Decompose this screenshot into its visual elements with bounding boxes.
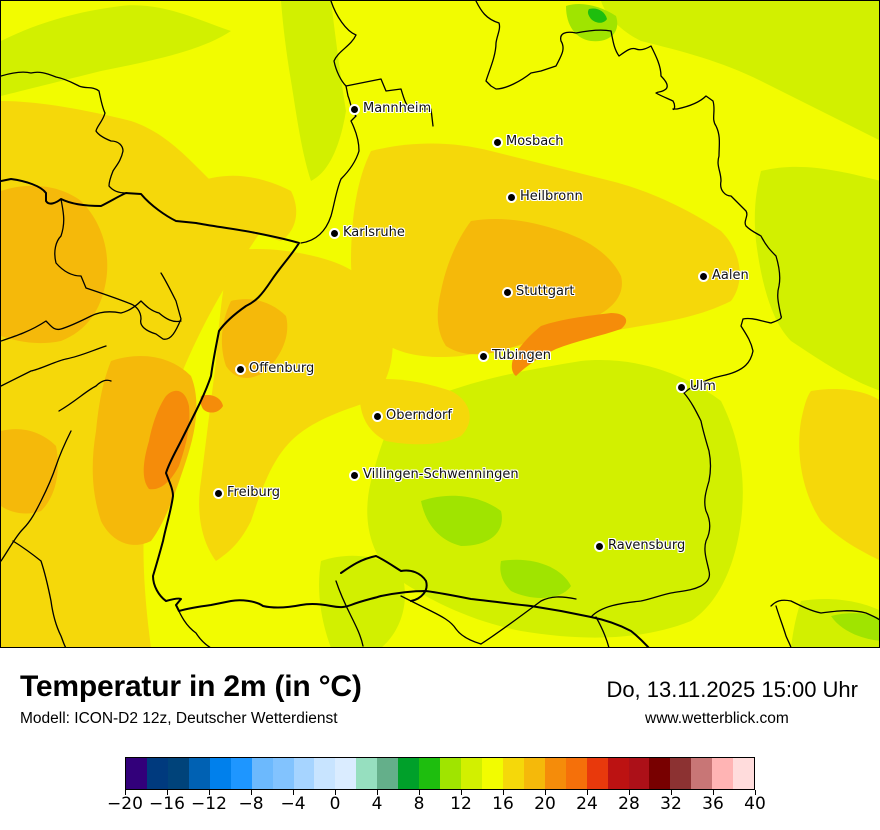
colorbar-tick-label: 24 [576,794,598,814]
colorbar-segment [377,758,399,789]
website-credit: www.wetterblick.com [645,710,789,727]
city-label-ravensburg: Ravensburg [596,538,685,554]
colorbar-tick [460,790,462,795]
city-label-mosbach: Mosbach [494,134,564,150]
colorbar-tick-label: −8 [238,794,264,814]
city-dot-icon [700,272,707,280]
colorbar-segment [481,758,503,789]
colorbar-tick-label: −12 [191,794,227,814]
city-label-villingen-schwenningen: Villingen-Schwenningen [351,467,519,483]
city-dot-icon [237,365,244,373]
colorbar-tick-label: 40 [744,794,766,814]
colorbar-tick-label: −20 [107,794,143,814]
colorbar-segment [272,758,294,789]
colorbar-segment [502,758,524,789]
colorbar-segment [628,758,650,789]
colorbar-tick-label: 12 [450,794,472,814]
colorbar-segment [188,758,210,789]
colorbar-tick-label: 28 [618,794,640,814]
city-dot-icon [678,383,685,391]
map-title: Temperatur in 2m (in °C) [20,670,362,703]
city-dot-icon [374,412,381,420]
colorbar-segment [712,758,734,789]
city-dot-icon [215,489,222,497]
city-label-aalen: Aalen [700,268,749,284]
colorbar-tick [628,790,630,795]
colorbar-segment [398,758,420,789]
colorbar-tick-label: 32 [660,794,682,814]
colorbar-segment [251,758,273,789]
colorbar-tick [418,790,420,795]
colorbar-segment [314,758,336,789]
colorbar-segment [586,758,608,789]
colorbar-tick-label: 20 [534,794,556,814]
colorbar-tick-label: 4 [371,794,383,814]
city-dot-icon [494,138,501,146]
colorbar-tick [544,790,546,795]
colorbar-tick [712,790,714,795]
city-label-offenburg: Offenburg [237,361,314,377]
colorbar-segment [733,758,755,789]
city-label-karlsruhe: Karlsruhe [331,225,405,241]
colorbar-tick-label: −16 [149,794,185,814]
colorbar-segment [544,758,566,789]
city-label-oberndorf: Oberndorf [374,408,452,424]
temperature-colorbar [125,757,755,790]
colorbar-tick [166,790,168,795]
colorbar-tick-label: 0 [329,794,341,814]
city-label-heilbronn: Heilbronn [508,189,583,205]
colorbar-tick [208,790,210,795]
colorbar-segment [461,758,482,789]
city-label-ulm: Ulm [678,379,716,395]
city-label-freiburg: Freiburg [215,485,280,501]
city-dot-icon [508,193,515,201]
colorbar-tick [124,790,126,795]
colorbar-tick [586,790,588,795]
colorbar-segment [419,758,441,789]
colorbar-segment [440,758,461,789]
city-label-stuttgart: Stuttgart [504,284,574,300]
city-dot-icon [331,229,338,237]
city-dot-icon [480,352,487,360]
city-dot-icon [504,288,511,296]
colorbar-tick [502,790,504,795]
colorbar-tick [754,790,756,795]
colorbar-segment [146,758,168,789]
colorbar-segment [565,758,587,789]
colorbar-segment [167,758,189,789]
colorbar-segment [230,758,252,789]
colorbar-tick [292,790,294,795]
city-dot-icon [351,471,358,479]
colorbar-tick [334,790,336,795]
temperature-field [1,1,879,647]
colorbar-segment [607,758,629,789]
city-dot-icon [596,542,603,550]
colorbar-segment [691,758,713,789]
valid-datetime: Do, 13.11.2025 15:00 Uhr [606,677,858,702]
colorbar-tick [250,790,252,795]
colorbar-tick [670,790,672,795]
city-label-tuebingen: Tübingen [480,348,551,364]
colorbar-tick-label: 8 [413,794,425,814]
colorbar-segment [209,758,231,789]
colorbar-segment [523,758,545,789]
temperature-map: Mannheim Mosbach Heilbronn Karlsruhe Stu… [0,0,880,648]
colorbar-tick [376,790,378,795]
colorbar-segment [649,758,671,789]
colorbar-segment [670,758,692,789]
colorbar-ticks: −20 −16 −12 −8 −4 0 4 8 12 16 20 24 28 32 36 40 [107,790,766,820]
colorbar-segment [126,758,147,789]
colorbar-tick-label: 36 [702,794,724,814]
colorbar-tick-label: 16 [492,794,514,814]
city-dot-icon [351,105,358,113]
city-label-mannheim: Mannheim [351,101,431,117]
colorbar-segment [293,758,315,789]
colorbar-tick-label: −4 [280,794,306,814]
model-source: Modell: ICON-D2 12z, Deutscher Wetterdie… [20,710,338,727]
colorbar-segment [335,758,357,789]
colorbar-segment [356,758,378,789]
